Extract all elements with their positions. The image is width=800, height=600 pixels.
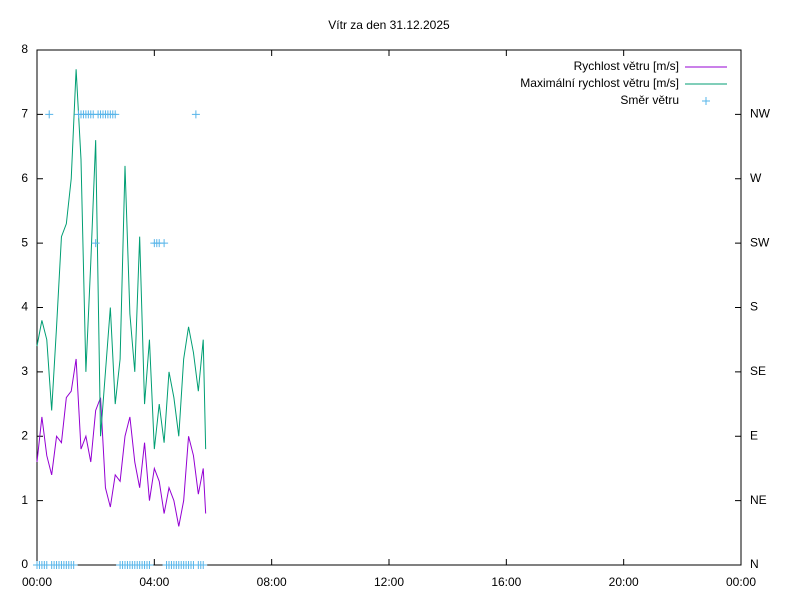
direction-point <box>69 561 78 569</box>
plot-frame <box>36 49 742 566</box>
direction-point <box>111 110 120 119</box>
legend-label: Rychlost větru [m/s] <box>574 59 679 73</box>
y2-tick-label: SE <box>750 364 766 378</box>
y2-tick-label: NE <box>750 493 767 507</box>
direction-point <box>91 239 100 248</box>
direction-point <box>199 561 208 569</box>
direction-point <box>145 561 154 569</box>
x-tick-label: 08:00 <box>257 575 287 589</box>
legend-label: Maximální rychlost větru [m/s] <box>520 76 679 90</box>
x-tick-label: 12:00 <box>374 575 404 589</box>
chart-title: Vítr za den 31.12.2025 <box>328 18 450 32</box>
y-tick-label: 0 <box>21 557 28 571</box>
y2-tick-label: W <box>750 171 762 185</box>
direction-point <box>45 110 54 119</box>
y-tick-label: 2 <box>21 428 28 442</box>
series-line <box>36 69 207 450</box>
y2-tick-label: S <box>750 300 758 314</box>
y-tick-label: 8 <box>21 42 28 56</box>
y-tick-label: 6 <box>21 171 28 185</box>
x-tick-label: 20:00 <box>609 575 639 589</box>
y2-tick-label: SW <box>750 235 770 249</box>
y-tick-label: 7 <box>21 107 28 121</box>
y2-tick-label: E <box>750 428 758 442</box>
y-tick-label: 5 <box>21 235 28 249</box>
y-tick-label: 4 <box>21 300 28 314</box>
y2-tick-label: NW <box>750 107 771 121</box>
y-tick-label: 1 <box>21 493 28 507</box>
direction-point <box>191 110 200 119</box>
legend-label: Směr větru <box>620 93 679 107</box>
y-tick-label: 3 <box>21 364 28 378</box>
x-tick-label: 04:00 <box>139 575 169 589</box>
direction-point <box>160 239 169 248</box>
x-tick-label: 00:00 <box>726 575 756 589</box>
legend-marker <box>702 97 710 105</box>
x-tick-label: 16:00 <box>491 575 521 589</box>
y2-tick-label: N <box>750 557 759 571</box>
series-line <box>36 358 207 527</box>
x-tick-label: 00:00 <box>22 575 52 589</box>
